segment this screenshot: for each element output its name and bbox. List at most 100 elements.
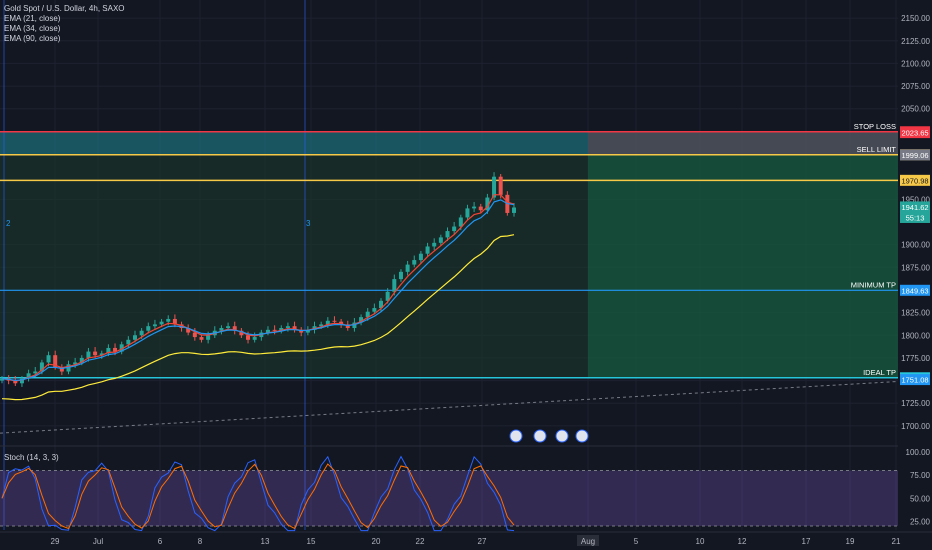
candle-body: [292, 326, 297, 330]
level-label-minimum-tp: MINIMUM TP: [851, 280, 896, 289]
event-badge-icon: [509, 429, 523, 443]
time-tick-label: 19: [846, 537, 855, 546]
target-zone-right: [588, 154, 898, 378]
time-tick-label: 8: [198, 537, 203, 546]
candle-body: [265, 329, 270, 333]
candle-body: [26, 373, 31, 379]
candle-body: [345, 324, 350, 329]
candle-body: [246, 335, 251, 340]
time-tick-label: 6: [158, 537, 163, 546]
candle-body: [39, 362, 44, 372]
stoch-d-line: [1, 463, 515, 530]
indicator-legend: Gold Spot / U.S. Dollar, 4h, SAXO EMA (2…: [4, 4, 125, 44]
price-tag-bg: [900, 201, 930, 213]
stoch-legend[interactable]: Stoch (14, 3, 3): [4, 453, 59, 462]
time-tick-label: 27: [478, 537, 487, 546]
price-tick-label: 1900.00: [901, 241, 930, 250]
time-tick-label: 29: [51, 537, 60, 546]
event-badge-icon: [575, 429, 589, 443]
price-tag-bg: [900, 127, 930, 139]
time-tick-label: 12: [738, 537, 747, 546]
price-tick-label: 1950.00: [901, 195, 930, 204]
price-tag-text: 2023.65: [901, 129, 928, 138]
candle-body: [46, 355, 51, 363]
candle-body: [146, 326, 151, 331]
candle-body: [478, 206, 483, 211]
time-tick-label: Aug: [581, 537, 595, 546]
candle-body: [166, 318, 171, 322]
candle-body: [73, 362, 78, 365]
candle-body: [359, 317, 364, 323]
candle-body: [412, 260, 417, 265]
ema-21-legend[interactable]: EMA (21, close): [4, 14, 61, 23]
time-tick-label: 20: [372, 537, 381, 546]
price-tag-text: 55:13: [906, 213, 925, 222]
price-tick-label: 1700.00: [901, 422, 930, 431]
candle-body: [126, 339, 131, 345]
candle-body: [452, 226, 457, 232]
price-tick-label: 2100.00: [901, 59, 930, 68]
price-tag-current-price: 1941.62: [900, 201, 930, 213]
price-tag-upper-band: 1999.06: [900, 149, 930, 161]
level-label-ideal-tp: IDEAL TP: [863, 368, 896, 377]
ema-34-line: [1, 199, 515, 382]
price-tag-bg: [900, 149, 930, 161]
candle-body: [53, 355, 58, 367]
symbol-title[interactable]: Gold Spot / U.S. Dollar, 4h, SAXO: [4, 4, 125, 13]
candle-body: [418, 253, 423, 261]
stoch-k-line: [1, 455, 515, 532]
candle-body: [465, 208, 470, 218]
candle-body: [199, 337, 204, 340]
candle-body: [0, 378, 4, 381]
stoch-tick-label: 25.00: [910, 517, 931, 526]
time-axis-bg: [0, 532, 932, 550]
stoch-tick-label: 50.00: [910, 494, 931, 503]
candle-body: [492, 176, 497, 198]
candle-body: [132, 335, 137, 340]
price-tag-ideal-alt: 1751.08: [900, 374, 930, 386]
price-tag-bg: [900, 284, 930, 296]
candle-body: [332, 320, 337, 322]
candle-body: [398, 271, 403, 280]
price-tag-text: 1941.62: [901, 203, 928, 212]
candle-body: [86, 351, 91, 358]
ema-90-legend[interactable]: EMA (90, close): [4, 34, 61, 43]
price-tag-text: 1751.08: [901, 376, 928, 385]
price-tick-label: 2150.00: [901, 14, 930, 23]
candle-body: [445, 231, 450, 238]
price-tag-bg: [900, 211, 930, 223]
drawing-number-2: 3: [306, 219, 311, 228]
price-axis-bg: [898, 0, 932, 550]
candle-body: [299, 329, 304, 333]
candle-body: [239, 330, 244, 336]
time-label-highlight: [577, 535, 599, 546]
candle-body: [272, 329, 277, 331]
candle-body: [279, 328, 284, 331]
candle-body: [372, 308, 377, 312]
stoch-tick-label: 75.00: [910, 471, 931, 480]
price-tag-text: 1999.06: [901, 151, 928, 160]
candle-body: [512, 207, 516, 213]
candle-body: [186, 328, 191, 333]
price-tag-bg: [900, 374, 930, 386]
ema-34-legend[interactable]: EMA (34, close): [4, 24, 61, 33]
candle-body: [152, 324, 157, 327]
candle-body: [498, 176, 503, 195]
candle-body: [485, 197, 490, 211]
candle-body: [226, 326, 231, 329]
stop-zone-right: [588, 131, 898, 155]
price-tag-text: 1970.98: [901, 176, 928, 185]
price-tag-minimum-tp: 1849.63: [900, 284, 930, 296]
candle-body: [385, 291, 390, 301]
candle-body: [432, 242, 437, 247]
drawing-number-1: 2: [6, 219, 11, 228]
ema-21-line: [1, 194, 515, 382]
price-tag-countdown: 55:13: [900, 211, 930, 223]
candle-body: [119, 344, 124, 352]
candle-body: [285, 326, 290, 329]
price-tick-label: 2050.00: [901, 105, 930, 114]
candle-body: [458, 217, 463, 227]
candle-body: [192, 332, 197, 338]
